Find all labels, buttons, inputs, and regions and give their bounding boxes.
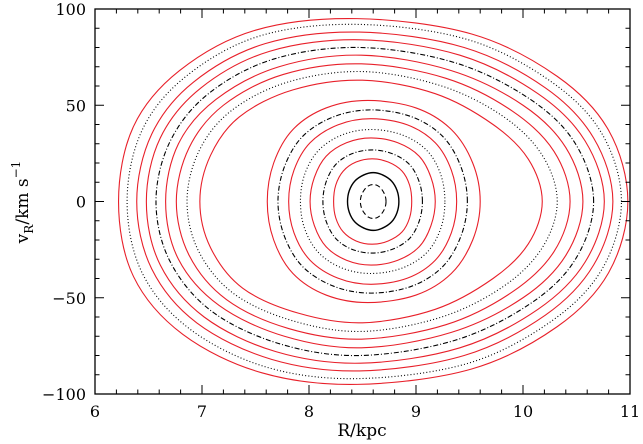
orbit-curve-7 [288, 118, 458, 285]
orbit-curve-8 [277, 109, 468, 294]
y-tick-label: 0 [76, 193, 86, 212]
orbit-curve-5 [309, 137, 436, 266]
y-axis-label: vR/km s−1 [9, 161, 36, 245]
x-tick-label: 9 [411, 402, 421, 421]
orbit-curve-12 [175, 63, 571, 340]
x-tick-label: 7 [197, 402, 207, 421]
y-tick-labels: −100 −50 0 50 100 [42, 0, 86, 404]
x-tick-labels: 6 7 8 9 10 11 [90, 402, 640, 421]
orbit-curve-6 [299, 128, 446, 275]
orbit-curve-4 [322, 149, 423, 254]
orbit-curve-18 [117, 18, 629, 385]
orbit-curve-13 [165, 54, 584, 349]
x-tick-label: 6 [90, 402, 100, 421]
y-axis-label-exp: −1 [9, 161, 23, 179]
y-tick-label: −50 [52, 289, 86, 308]
y-axis-label-sub: R [22, 224, 36, 234]
axis-ticks [94, 8, 631, 395]
x-axis-label: R/kpc [337, 421, 386, 441]
orbit-curve-17 [126, 23, 622, 380]
x-tick-label: 10 [513, 402, 533, 421]
y-tick-label: 100 [55, 0, 86, 19]
x-tick-label: 8 [304, 402, 314, 421]
orbit-curve-16 [136, 31, 614, 372]
orbit-curve-14 [155, 46, 595, 357]
y-axis-label-main: v [13, 233, 33, 244]
x-tick-label: 11 [620, 402, 640, 421]
y-axis-label-rest: /km s [13, 178, 33, 224]
y-tick-label: −100 [42, 385, 86, 404]
orbit-curve-9 [266, 99, 481, 304]
orbit-curves [117, 18, 629, 385]
orbit-curve-2 [346, 171, 400, 232]
orbit-curve-15 [145, 39, 605, 364]
plot-frame [94, 8, 631, 395]
y-tick-label: 50 [66, 96, 86, 115]
orbit-curve-11 [186, 70, 558, 333]
orbit-curve-3 [333, 158, 413, 245]
orbit-curve-1 [359, 184, 387, 219]
orbit-curve-10 [199, 79, 543, 324]
